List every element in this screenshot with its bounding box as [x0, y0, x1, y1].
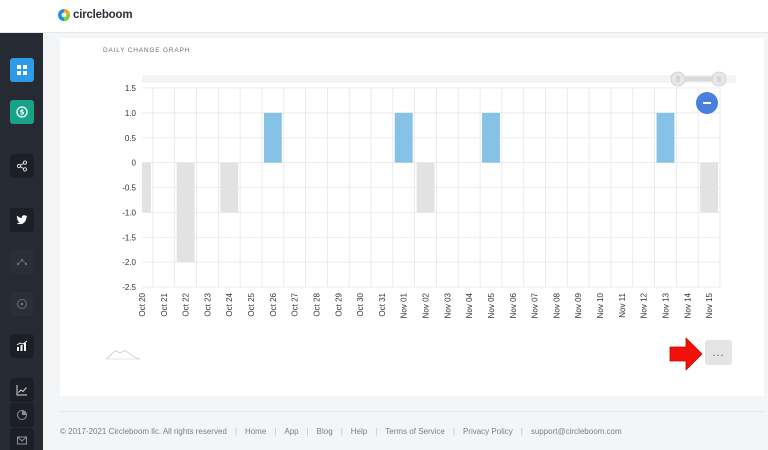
x-tick-label: Oct 22: [182, 292, 191, 316]
x-tick-label: Nov 01: [400, 292, 409, 318]
sidebar-item-inbox[interactable]: [10, 428, 34, 450]
brand-name: circleboom: [73, 9, 133, 21]
x-tick-label: Nov 02: [422, 292, 431, 318]
footer-link-help[interactable]: Help: [350, 426, 368, 436]
top-bar: circleboom: [43, 0, 768, 33]
sidebar-item-pie-chart[interactable]: [10, 403, 34, 427]
footer-link-terms[interactable]: Terms of Service: [385, 426, 445, 436]
sidebar-item-twitter[interactable]: [10, 208, 34, 232]
x-tick-label: Oct 31: [378, 292, 387, 316]
x-tick-label: Nov 14: [683, 292, 692, 318]
navigator-handle-right[interactable]: [711, 71, 727, 87]
bar[interactable]: [700, 162, 719, 213]
sidebar-item-add[interactable]: [10, 292, 34, 316]
bar[interactable]: [220, 162, 239, 213]
y-tick-label: -1.5: [122, 233, 136, 242]
navigator-selection: [680, 76, 720, 82]
circleboom-logo-icon: [58, 9, 70, 21]
footer: © 2017-2021 Circleboom llc. All rights r…: [60, 411, 764, 450]
sidebar-item-dashboard[interactable]: [10, 58, 34, 82]
x-tick-label: Oct 25: [247, 292, 256, 316]
red-arrow-icon: [669, 337, 703, 371]
footer-link-privacy[interactable]: Privacy Policy: [462, 426, 513, 436]
x-tick-label: Oct 26: [269, 292, 278, 316]
reset-zoom-button[interactable]: [696, 92, 718, 114]
bar[interactable]: [142, 162, 151, 213]
bar[interactable]: [394, 112, 413, 163]
y-tick-label: -2.5: [122, 283, 136, 292]
x-tick-label: Oct 21: [160, 292, 169, 316]
chart-card: DAILY CHANGE GRAPH 1.5 1.0 0.5 0 -0.5 -1.0 -1.…: [60, 38, 764, 396]
x-tick-label: Oct 24: [225, 292, 234, 316]
inbox-icon: [17, 436, 27, 445]
footer-link-blog[interactable]: Blog: [316, 426, 333, 436]
x-tick-label: Nov 08: [552, 292, 561, 318]
bar[interactable]: [176, 162, 195, 263]
x-tick-label: Nov 09: [574, 292, 583, 318]
network-icon: [16, 258, 28, 266]
sparkline: [105, 350, 141, 360]
more-options-button[interactable]: ...: [705, 340, 732, 365]
y-tick-label: -1.0: [122, 208, 136, 217]
dollar-icon: $: [16, 106, 28, 118]
x-tick-label: Oct 29: [334, 292, 343, 316]
pie-chart-icon: [17, 410, 27, 420]
brand-logo[interactable]: circleboom: [57, 8, 133, 22]
sidebar-item-analytics[interactable]: [10, 334, 34, 358]
bar[interactable]: [656, 112, 675, 163]
y-tick-label: -2.0: [122, 258, 136, 267]
sidebar-header: [0, 0, 43, 33]
navigator-handle-left[interactable]: [670, 71, 686, 87]
dashboard-icon: [17, 65, 27, 75]
x-tick-label: Nov 05: [487, 292, 496, 318]
x-tick-label: Nov 11: [618, 292, 627, 317]
sidebar-item-network[interactable]: [10, 250, 34, 274]
x-tick-label: Nov 15: [705, 292, 714, 318]
sidebar: $: [0, 0, 43, 450]
x-tick-label: Nov 03: [443, 292, 452, 318]
x-tick-label: Nov 10: [596, 292, 605, 318]
sidebar-item-billing[interactable]: $: [10, 100, 34, 124]
twitter-icon: [16, 215, 28, 225]
chart-title: DAILY CHANGE GRAPH: [103, 47, 191, 54]
x-tick-label: Nov 06: [509, 292, 518, 318]
navigator-track: [142, 75, 736, 83]
y-tick-label: 0: [132, 159, 137, 168]
x-tick-label: Oct 30: [356, 292, 365, 316]
x-tick-label: Oct 20: [138, 292, 147, 316]
x-tick-label: Oct 27: [291, 292, 300, 316]
share-icon: [16, 160, 28, 172]
x-tick-label: Nov 04: [465, 292, 474, 318]
bar[interactable]: [482, 112, 500, 163]
x-tick-label: Oct 28: [312, 292, 321, 316]
footer-link-app[interactable]: App: [284, 426, 299, 436]
footer-link-home[interactable]: Home: [244, 426, 267, 436]
circle-plus-icon: [17, 299, 27, 309]
analytics-icon: [16, 340, 28, 351]
line-chart-icon: [16, 385, 27, 396]
x-tick-label: Nov 07: [531, 292, 540, 318]
footer-link-support[interactable]: support@circleboom.com: [530, 426, 622, 436]
y-tick-label: 1.5: [125, 84, 137, 93]
sidebar-item-share[interactable]: [10, 154, 34, 178]
svg-text:$: $: [20, 109, 25, 117]
y-tick-label: -0.5: [122, 184, 136, 193]
sidebar-item-line-chart[interactable]: [10, 378, 34, 402]
x-tick-label: Nov 13: [661, 292, 670, 318]
y-tick-label: 1.0: [125, 109, 137, 118]
bar[interactable]: [263, 112, 282, 163]
y-tick-label: 0.5: [125, 134, 137, 143]
footer-copyright: © 2017-2021 Circleboom llc. All rights r…: [60, 426, 227, 436]
bar[interactable]: [416, 162, 435, 213]
x-tick-label: Oct 23: [203, 292, 212, 316]
x-tick-label: Nov 12: [640, 292, 649, 318]
